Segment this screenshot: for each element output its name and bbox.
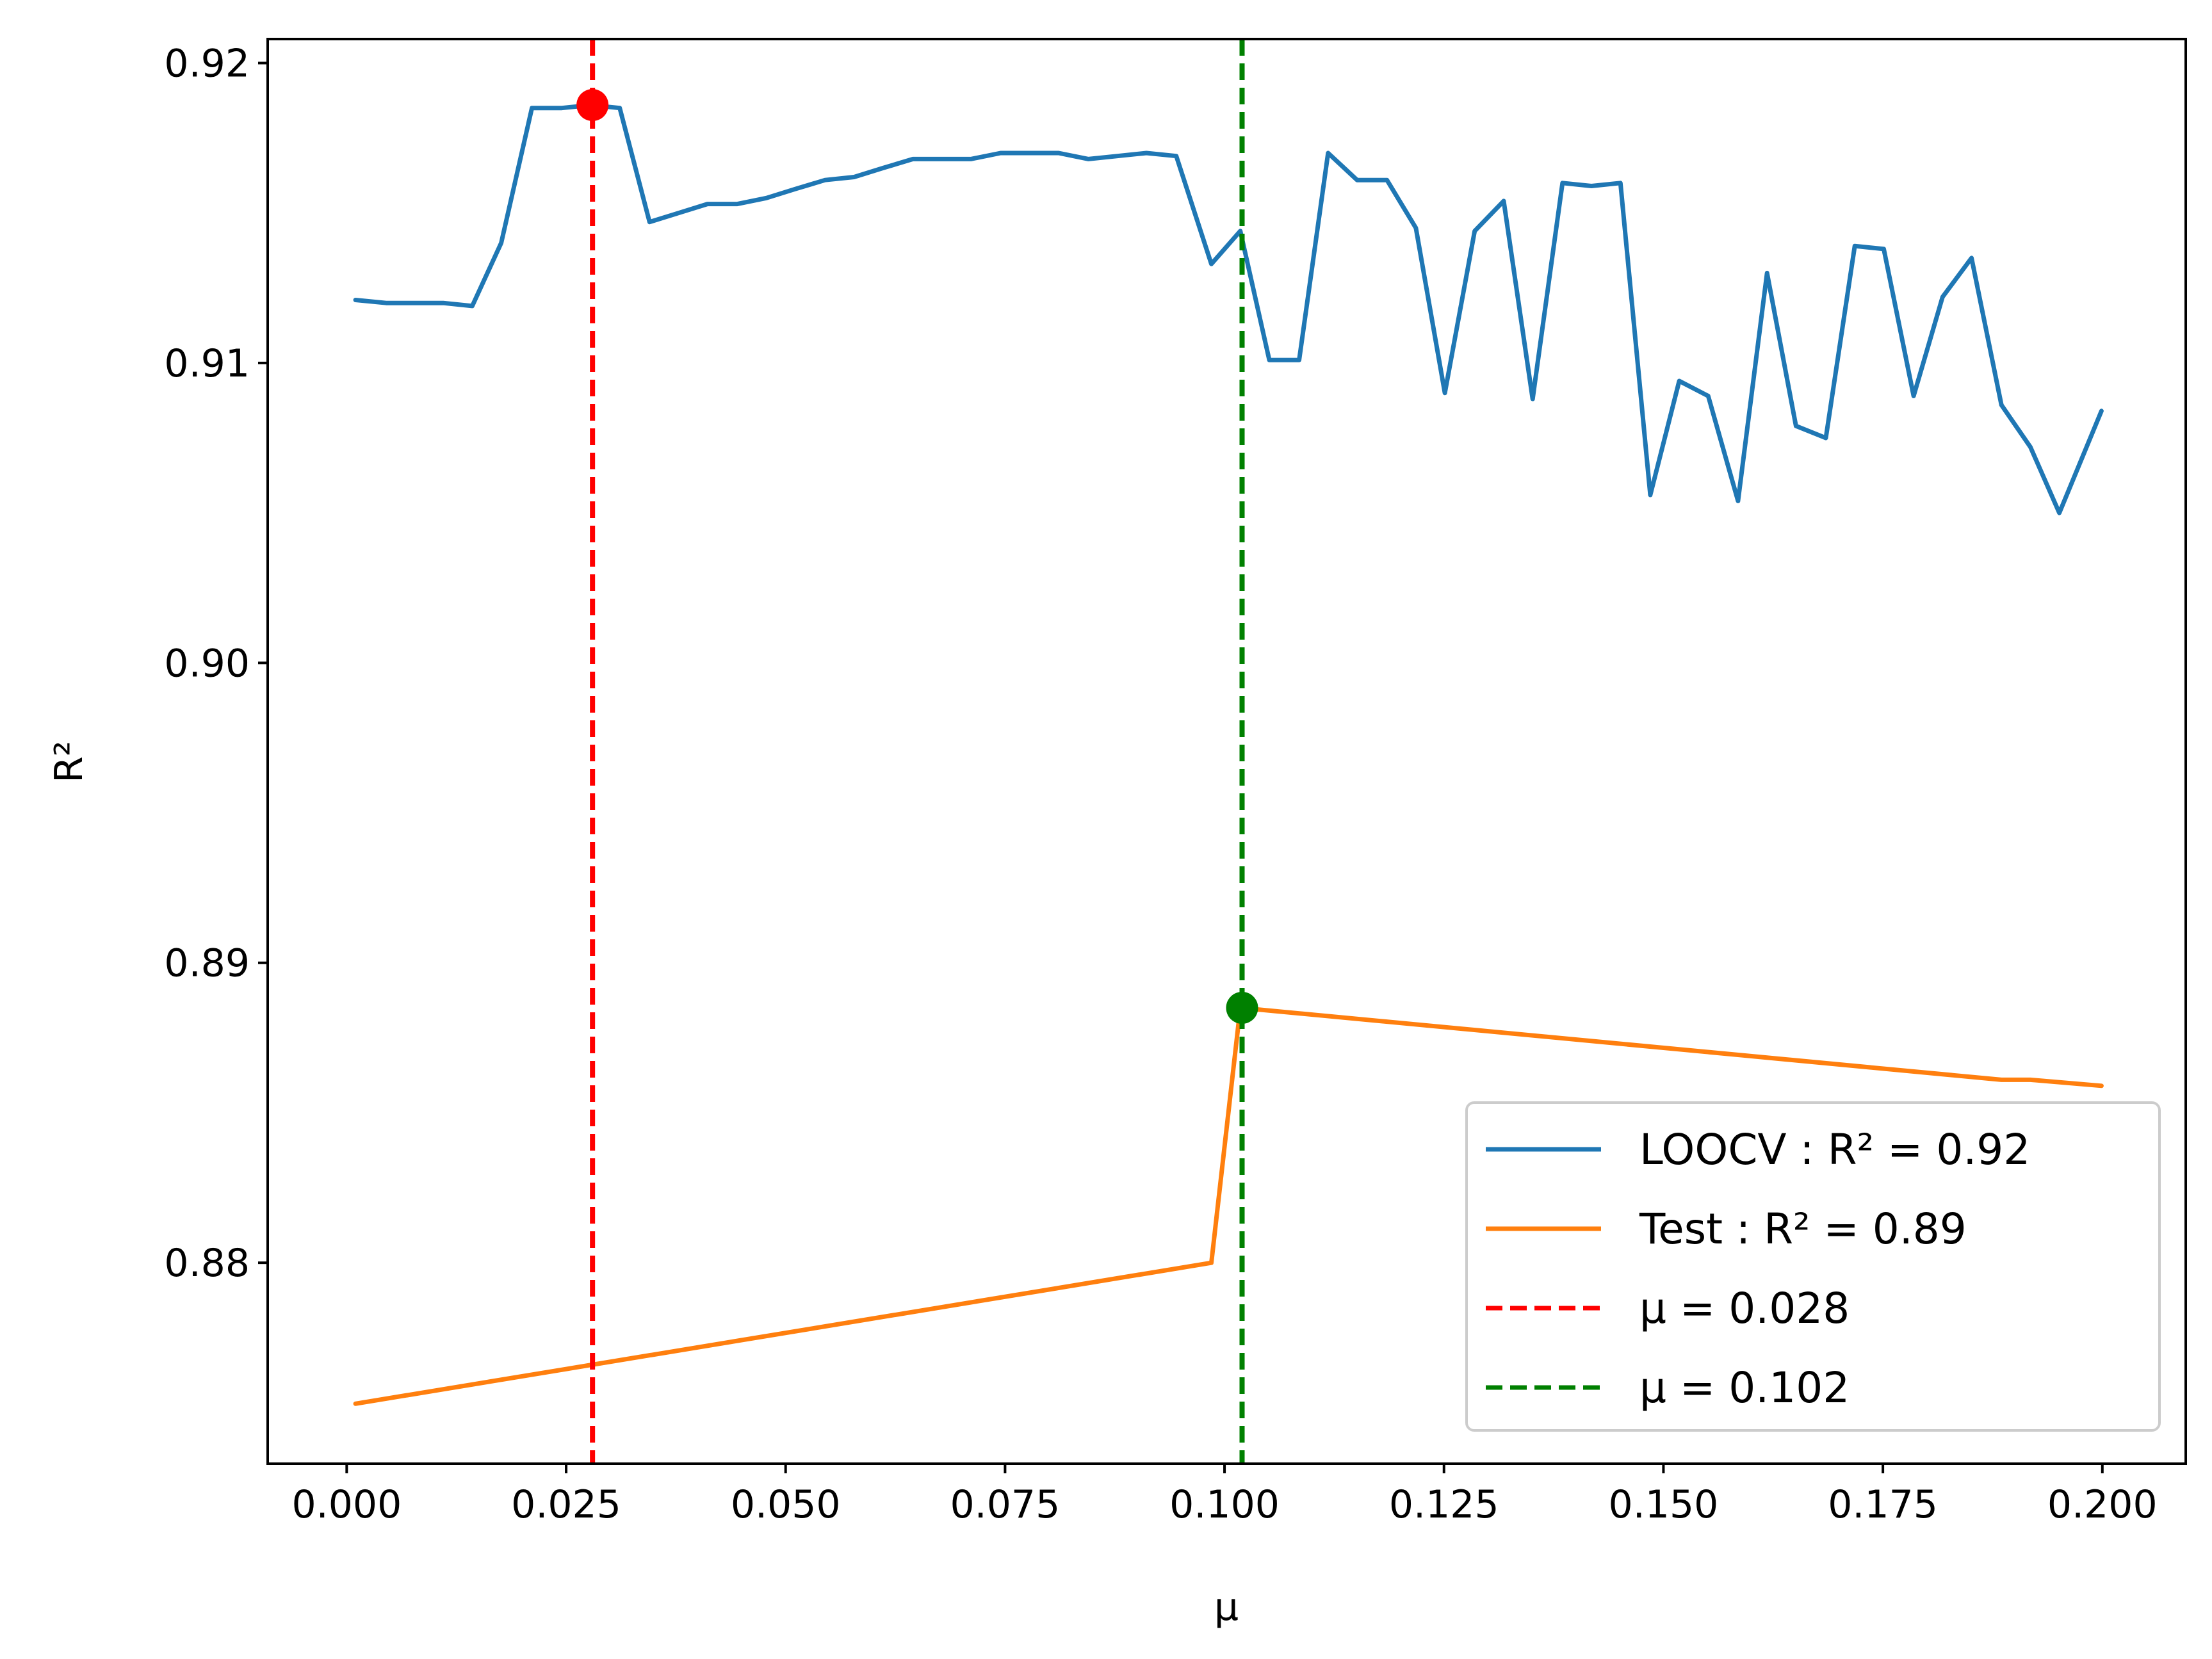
- series-line-1: [353, 1005, 2104, 1406]
- y-axis-ticks: 0.88 0.89 0.90 0.91 0.92: [164, 41, 268, 1286]
- x-tick-label-2: 0.050: [731, 1482, 841, 1527]
- marker-layer: [576, 89, 1258, 1024]
- marker-1: [1226, 992, 1258, 1024]
- legend-label-loocv: LOOCV : R² = 0.92: [1639, 1125, 2030, 1174]
- x-axis-label: μ: [1214, 1585, 1239, 1630]
- y-tick-label-2: 0.90: [164, 641, 250, 686]
- x-tick-label-4: 0.100: [1169, 1482, 1280, 1527]
- legend-label-mu-green: μ = 0.102: [1639, 1363, 1850, 1412]
- series-line-0: [353, 102, 2104, 515]
- vline-layer: [590, 39, 1245, 1464]
- x-tick-label-0: 0.000: [291, 1482, 402, 1527]
- marker-0: [576, 89, 609, 122]
- plot-frame: [266, 38, 2187, 1465]
- y-tick-label-0: 0.88: [164, 1241, 250, 1286]
- legend-label-test: Test : R² = 0.89: [1639, 1204, 1967, 1254]
- plot-area: [266, 38, 2187, 1465]
- y-tick-label-4: 0.92: [164, 41, 250, 86]
- y-tick-label-3: 0.91: [164, 341, 250, 386]
- x-tick-label-7: 0.175: [1828, 1482, 1938, 1527]
- legend: LOOCV : R² = 0.92 Test : R² = 0.89 μ = 0…: [1465, 1101, 2161, 1432]
- x-tick-label-1: 0.025: [511, 1482, 621, 1527]
- legend-label-mu-red: μ = 0.028: [1639, 1284, 1850, 1333]
- x-axis-ticks: 0.000 0.025 0.050 0.075 0.100 0.125 0.150 0.175…: [291, 1464, 2158, 1527]
- y-tick-label-1: 0.89: [164, 941, 250, 986]
- x-tick-label-6: 0.150: [1609, 1482, 1719, 1527]
- x-tick-label-5: 0.125: [1389, 1482, 1499, 1527]
- x-tick-label-8: 0.200: [2047, 1482, 2158, 1527]
- x-tick-label-3: 0.075: [950, 1482, 1061, 1527]
- series-layer: [353, 102, 2104, 1406]
- legend-frame: [1465, 1101, 2161, 1432]
- y-axis-label: R²: [47, 741, 92, 783]
